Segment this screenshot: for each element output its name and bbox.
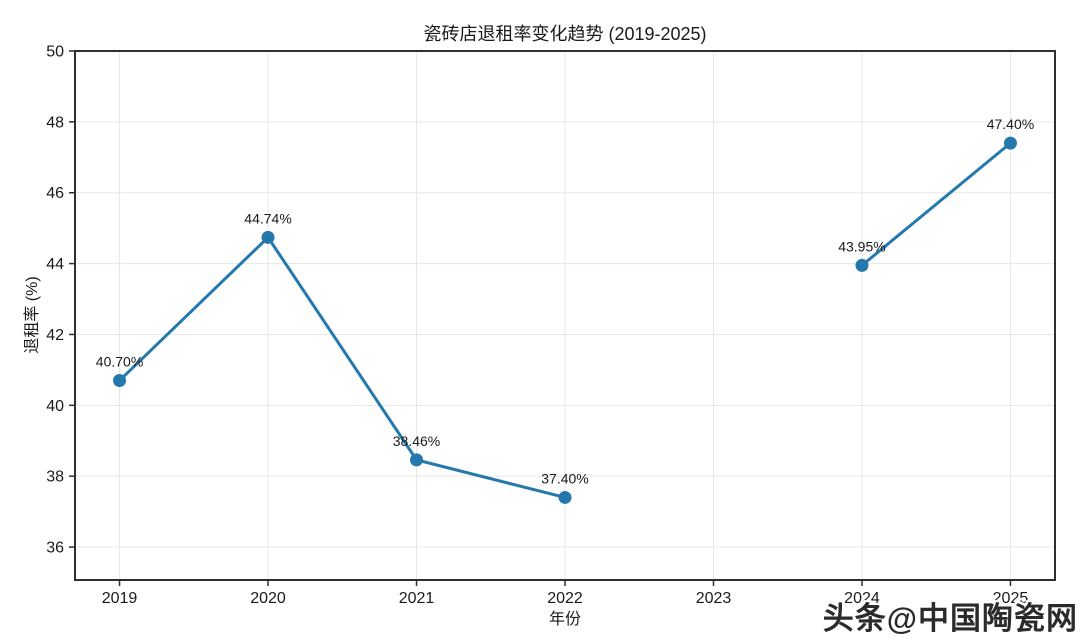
data-line xyxy=(860,141,1012,267)
x-tick-label: 2025 xyxy=(993,590,1029,607)
y-tick-label: 42 xyxy=(46,327,64,344)
data-line xyxy=(118,235,567,499)
y-tick-label: 36 xyxy=(46,540,64,557)
point-label: 47.40% xyxy=(987,116,1034,132)
data-point xyxy=(410,453,424,467)
x-tick-label: 2024 xyxy=(844,590,880,607)
y-tick-label: 48 xyxy=(46,114,64,131)
x-tick-label: 2023 xyxy=(696,590,732,607)
x-axis-label: 年份 xyxy=(548,611,582,628)
data-point xyxy=(855,258,869,272)
x-tick-label: 2021 xyxy=(399,590,435,607)
point-label: 37.40% xyxy=(541,470,588,486)
y-tick-label: 46 xyxy=(46,185,64,202)
y-tick-label: 38 xyxy=(46,469,64,486)
y-tick-label: 40 xyxy=(46,398,64,415)
point-label: 38.46% xyxy=(393,433,440,449)
y-tick-label: 50 xyxy=(46,44,64,61)
y-tick-label: 44 xyxy=(46,256,64,273)
data-point xyxy=(113,374,127,388)
x-tick-label: 2022 xyxy=(547,590,583,607)
chart-title: 瓷砖店退租率变化趋势 (2019-2025) xyxy=(423,24,707,44)
watermark: 头条@中国陶瓷网 xyxy=(822,601,1078,636)
x-tick-label: 2020 xyxy=(250,590,286,607)
point-label: 43.95% xyxy=(838,238,885,254)
x-tick-label: 2019 xyxy=(102,590,138,607)
data-point xyxy=(558,490,572,504)
point-label: 44.74% xyxy=(244,210,291,226)
point-label: 40.70% xyxy=(96,354,143,370)
data-point xyxy=(261,230,275,244)
data-point xyxy=(1003,136,1017,150)
